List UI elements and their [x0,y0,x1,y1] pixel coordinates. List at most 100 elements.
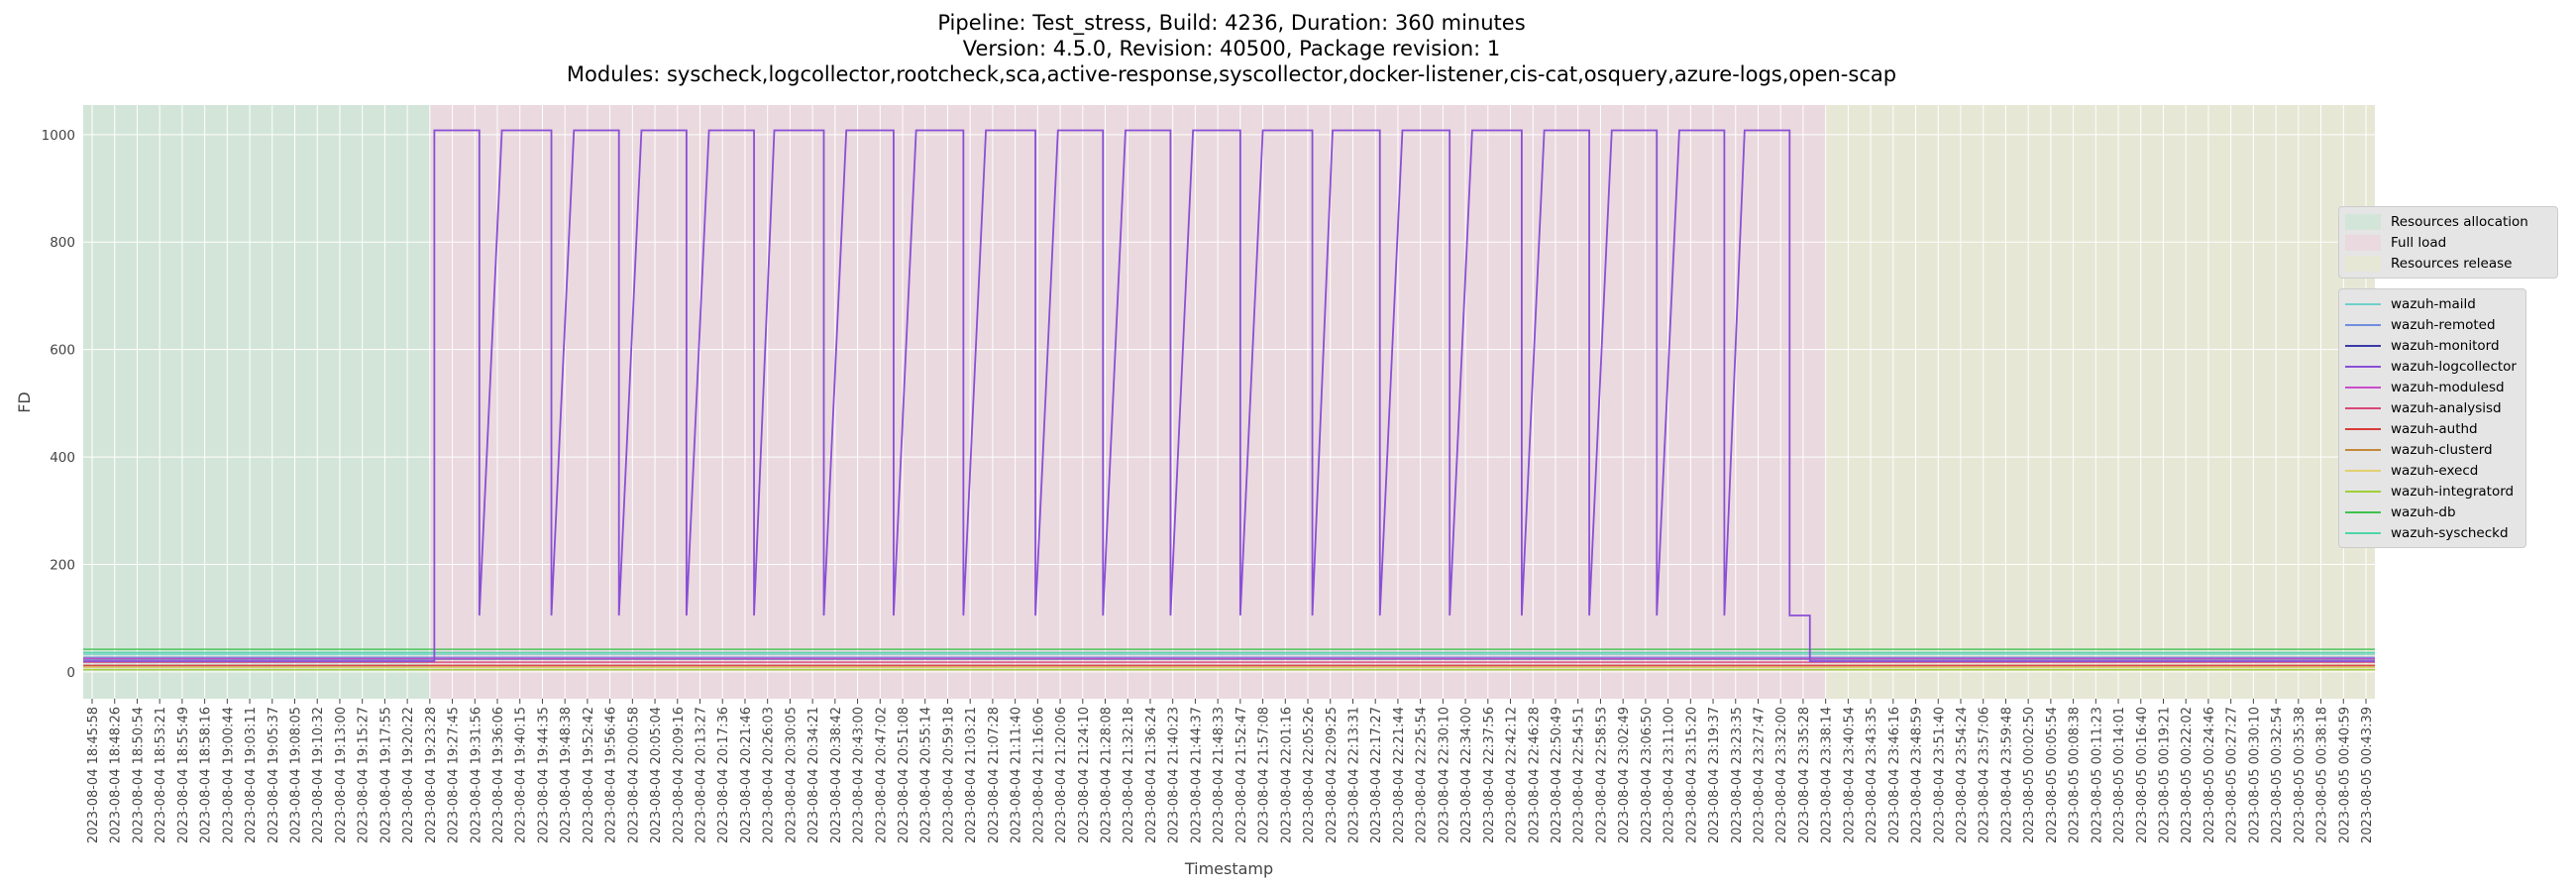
x-tick-label: 2023-08-04 21:36:24 [1144,707,1159,843]
x-tick-label: 2023-08-04 19:40:15 [514,707,529,843]
x-tick-label: 2023-08-05 00:14:01 [2112,707,2127,843]
x-tick-label: 2023-08-04 21:16:06 [1031,707,1046,843]
x-tick-label: 2023-08-05 00:05:54 [2045,707,2060,843]
x-tick-label: 2023-08-04 19:15:27 [357,707,372,843]
series-line-wazuh-logcollector [83,129,2375,662]
legend-line [2345,323,2381,326]
legend-item: wazuh-logcollector [2345,356,2520,377]
x-tick-label: 2023-08-04 22:25:54 [1415,707,1430,843]
legend-label: wazuh-execd [2391,462,2479,479]
x-tick-label: 2023-08-04 22:17:27 [1369,707,1384,843]
legend-label: wazuh-syscheckd [2391,524,2509,541]
x-tick-label: 2023-08-04 23:11:00 [1663,707,1677,843]
x-tick-label: 2023-08-04 21:52:47 [1234,707,1249,843]
legend-label: wazuh-db [2391,503,2456,520]
x-tick-label: 2023-08-04 22:50:49 [1550,707,1564,843]
x-tick-label: 2023-08-05 00:40:59 [2337,707,2352,843]
x-tick-label: 2023-08-04 19:48:38 [559,707,574,843]
x-tick-label: 2023-08-04 20:05:04 [649,707,664,843]
legend-line [2345,469,2381,472]
x-tick-label: 2023-08-04 23:57:06 [1978,707,1992,843]
x-tick-label: 2023-08-04 23:06:50 [1640,707,1655,843]
x-tick-label: 2023-08-04 19:00:44 [221,707,236,843]
x-tick-label: 2023-08-04 20:51:08 [897,707,912,843]
legend-label: wazuh-monitord [2391,337,2500,354]
x-tick-label: 2023-08-05 00:38:18 [2315,707,2330,843]
x-tick-label: 2023-08-04 20:09:16 [672,707,687,843]
y-tick-label: 200 [50,557,75,573]
x-tick-label: 2023-08-04 23:38:14 [1820,707,1835,843]
legend-label: Full load [2391,234,2447,251]
x-tick-label: 2023-08-04 22:21:44 [1392,707,1407,843]
legend-line [2345,531,2381,534]
x-tick-label: 2023-08-04 23:51:40 [1932,707,1947,843]
y-axis-label: FD [15,391,34,413]
x-tick-label: 2023-08-04 19:13:00 [334,707,349,843]
x-tick-label: 2023-08-04 23:48:59 [1910,707,1925,843]
legend-label: wazuh-integratord [2391,483,2515,500]
x-tick-label: 2023-08-04 20:00:58 [626,707,641,843]
x-tick-label: 2023-08-04 23:15:20 [1684,707,1699,843]
x-tick-label: 2023-08-04 21:32:18 [1122,707,1136,843]
x-tick-label: 2023-08-04 22:46:28 [1527,707,1542,843]
legend-label: wazuh-clusterd [2391,441,2493,458]
legend-line [2345,344,2381,347]
x-tick-label: 2023-08-04 20:21:46 [739,707,754,843]
x-tick-label: 2023-08-04 21:28:08 [1100,707,1115,843]
x-tick-label: 2023-08-04 20:43:00 [852,707,867,843]
title-line-3: Modules: syscheck,logcollector,rootcheck… [566,62,1897,86]
x-tick-label: 2023-08-04 18:58:16 [199,707,214,843]
title-line-2: Version: 4.5.0, Revision: 40500, Package… [962,37,1501,60]
x-tick-label: 2023-08-04 23:19:37 [1707,707,1722,843]
x-tick-label: 2023-08-04 23:40:54 [1842,707,1857,843]
x-tick-label: 2023-08-04 22:42:12 [1505,707,1520,843]
x-tick-label: 2023-08-04 23:59:48 [1999,707,2014,843]
legend-label: wazuh-modulesd [2391,379,2505,395]
x-tick-label: 2023-08-04 19:20:22 [401,707,416,843]
x-tick-label: 2023-08-04 22:09:25 [1325,707,1340,843]
x-tick-label: 2023-08-04 23:27:47 [1752,707,1767,843]
title-line-1: Pipeline: Test_stress, Build: 4236, Dura… [937,11,1526,35]
legend-item: Full load [2345,232,2551,253]
x-tick-label: 2023-08-04 20:34:21 [806,707,821,843]
phase-legend: Resources allocation Full load Resources r… [2338,206,2558,279]
x-tick-label: 2023-08-04 19:44:35 [536,707,551,843]
x-tick-label: 2023-08-05 00:24:46 [2202,707,2217,843]
x-tick-label: 2023-08-04 20:17:36 [716,707,731,843]
x-tick-label: 2023-08-04 18:48:26 [109,707,124,843]
x-tick-label: 2023-08-04 19:27:45 [447,707,462,843]
x-tick-label: 2023-08-04 19:08:05 [289,707,304,843]
legend-item: wazuh-modulesd [2345,377,2520,397]
legend-item: wazuh-analysisd [2345,397,2520,418]
legend-item: wazuh-integratord [2345,481,2520,502]
legend-label: wazuh-maild [2391,295,2476,312]
x-tick-label: 2023-08-04 23:46:16 [1887,707,1902,843]
x-tick-label: 2023-08-04 20:55:14 [919,707,934,843]
x-tick-label: 2023-08-04 19:23:28 [424,707,439,843]
x-tick-label: 2023-08-04 22:58:53 [1594,707,1609,843]
x-tick-label: 2023-08-04 18:50:54 [131,707,146,843]
x-tick-label: 2023-08-05 00:30:10 [2247,707,2262,843]
x-tick-label: 2023-08-04 20:13:27 [695,707,709,843]
x-tick-label: 2023-08-04 21:11:40 [1010,707,1024,843]
x-tick-label: 2023-08-04 18:45:58 [86,707,101,843]
x-tick-label: 2023-08-04 20:26:03 [762,707,777,843]
phase-band [1825,105,2375,699]
legend-item: wazuh-maild [2345,293,2520,314]
x-tick-label: 2023-08-04 22:01:16 [1279,707,1294,843]
legend-item: Resources allocation [2345,211,2551,232]
series-legend: wazuh-maild wazuh-remoted wazuh-monitord wa… [2338,288,2526,548]
x-tick-label: 2023-08-05 00:43:39 [2360,707,2375,843]
legend-item: wazuh-execd [2345,460,2520,481]
y-tick-label: 0 [66,665,75,681]
legend-swatch [2345,213,2381,230]
x-tick-label: 2023-08-05 00:27:27 [2225,707,2240,843]
legend-line [2345,406,2381,409]
chart-title: Pipeline: Test_stress, Build: 4236, Dura… [0,10,2463,87]
legend-swatch [2345,255,2381,272]
legend-item: wazuh-db [2345,502,2520,522]
x-tick-label: 2023-08-04 20:30:05 [784,707,799,843]
x-tick-label: 2023-08-04 23:32:00 [1774,707,1789,843]
x-tick-label: 2023-08-04 18:55:49 [176,707,191,843]
x-tick-label: 2023-08-05 00:22:02 [2180,707,2195,843]
